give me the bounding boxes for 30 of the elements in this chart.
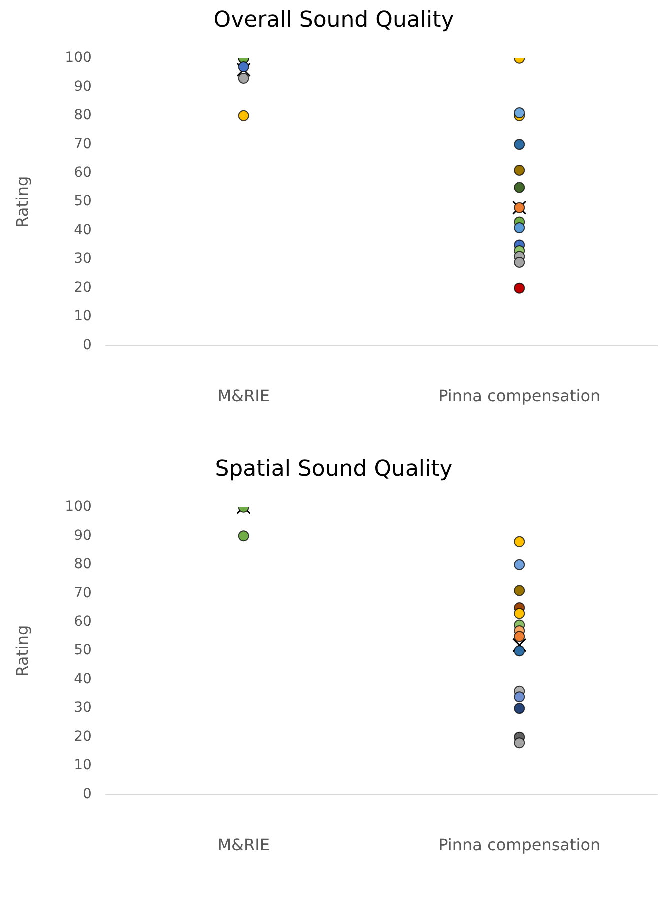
y-axis-title: Rating [12, 176, 32, 228]
y-tick-label: 0 [83, 786, 92, 802]
y-tick-label: 90 [74, 528, 92, 544]
y-tick-label: 10 [74, 758, 92, 774]
y-tick-label: 80 [74, 108, 92, 124]
x-tick-label: M&RIE [218, 836, 270, 855]
y-tick-label: 20 [74, 280, 92, 296]
chart-title: Spatial Sound Quality [215, 456, 453, 482]
y-tick-label: 80 [74, 556, 92, 573]
y-tick-label: 70 [74, 585, 92, 602]
x-tick-label: Pinna compensation [438, 836, 601, 855]
y-tick-label: 30 [74, 251, 92, 268]
y-tick-label: 60 [74, 165, 92, 181]
y-tick-label: 10 [74, 308, 92, 325]
chart-title: Overall Sound Quality [214, 8, 454, 33]
y-tick-label: 100 [65, 499, 92, 516]
y-tick-label: 50 [74, 194, 92, 210]
y-tick-label: 20 [74, 728, 92, 745]
y-tick-label: 30 [74, 700, 92, 716]
y-tick-label: 50 [74, 642, 92, 659]
y-tick-label: 40 [74, 671, 92, 688]
y-axis-title: Rating [12, 625, 32, 677]
y-tick-label: 0 [83, 337, 92, 354]
y-tick-label: 70 [74, 136, 92, 152]
x-tick-label: Pinna compensation [438, 386, 601, 406]
y-tick-label: 90 [74, 78, 92, 95]
x-tick-label: M&RIE [218, 386, 270, 406]
y-tick-label: 40 [74, 222, 92, 238]
y-tick-label: 60 [74, 614, 92, 630]
y-tick-label: 100 [65, 50, 92, 66]
